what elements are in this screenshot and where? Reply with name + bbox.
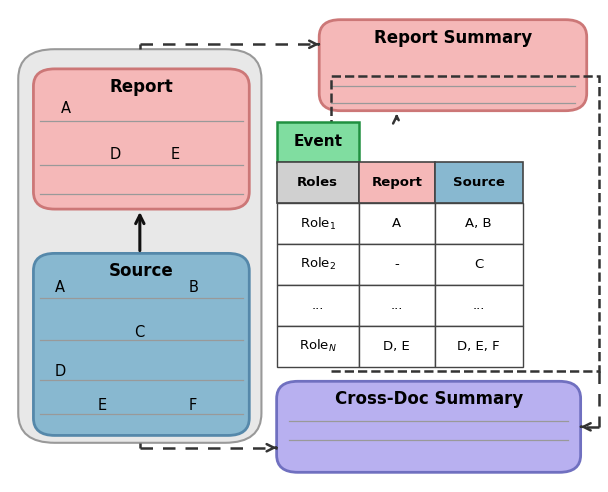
Text: ...: ... [390, 299, 403, 312]
Bar [277, 162, 359, 203]
Bar [435, 162, 523, 203]
Text: F: F [188, 399, 197, 413]
Text: Report: Report [371, 176, 422, 189]
Text: D, E: D, E [384, 339, 410, 353]
Text: A: A [55, 280, 64, 295]
FancyBboxPatch shape [319, 20, 587, 111]
Text: C: C [474, 258, 483, 271]
Text: D, E, F: D, E, F [457, 339, 500, 353]
Text: D: D [55, 364, 66, 379]
Bar [277, 326, 359, 367]
FancyBboxPatch shape [18, 49, 261, 443]
Bar [359, 203, 435, 244]
Text: ...: ... [472, 299, 485, 312]
Bar [435, 285, 523, 326]
Bar [435, 326, 523, 367]
Text: Source: Source [453, 176, 505, 189]
Text: A: A [61, 101, 71, 116]
Bar [359, 162, 435, 203]
Bar [359, 285, 435, 326]
Bar [435, 203, 523, 244]
Bar [359, 244, 435, 285]
Text: Role$_{N}$: Role$_{N}$ [299, 338, 337, 354]
Text: Role$_{1}$: Role$_{1}$ [300, 215, 336, 232]
Text: Roles: Roles [297, 176, 338, 189]
Bar [359, 326, 435, 367]
Text: B: B [188, 280, 198, 295]
FancyBboxPatch shape [277, 381, 581, 472]
Bar [277, 244, 359, 285]
Text: Source: Source [109, 262, 174, 280]
Text: Cross-Doc Summary: Cross-Doc Summary [334, 390, 523, 408]
Text: C: C [134, 325, 144, 339]
Text: A, B: A, B [466, 217, 492, 230]
Bar [331, 76, 599, 371]
FancyBboxPatch shape [33, 69, 249, 209]
Text: Role$_{2}$: Role$_{2}$ [300, 256, 336, 273]
Bar [435, 244, 523, 285]
Text: E: E [97, 399, 106, 413]
Text: Report: Report [109, 78, 173, 96]
Text: -: - [395, 258, 399, 271]
Text: E: E [170, 148, 179, 162]
FancyBboxPatch shape [33, 253, 249, 435]
Bar [277, 203, 359, 244]
Text: Event: Event [293, 134, 342, 150]
Text: D: D [109, 148, 121, 162]
Text: ...: ... [311, 299, 324, 312]
Text: A: A [392, 217, 401, 230]
Text: Report Summary: Report Summary [374, 29, 532, 47]
Bar [277, 122, 359, 162]
Bar [277, 285, 359, 326]
